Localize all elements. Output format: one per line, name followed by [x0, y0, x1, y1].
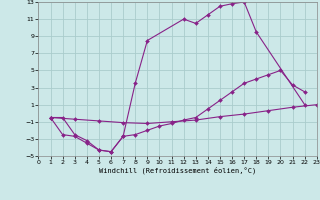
X-axis label: Windchill (Refroidissement éolien,°C): Windchill (Refroidissement éolien,°C)	[99, 167, 256, 174]
